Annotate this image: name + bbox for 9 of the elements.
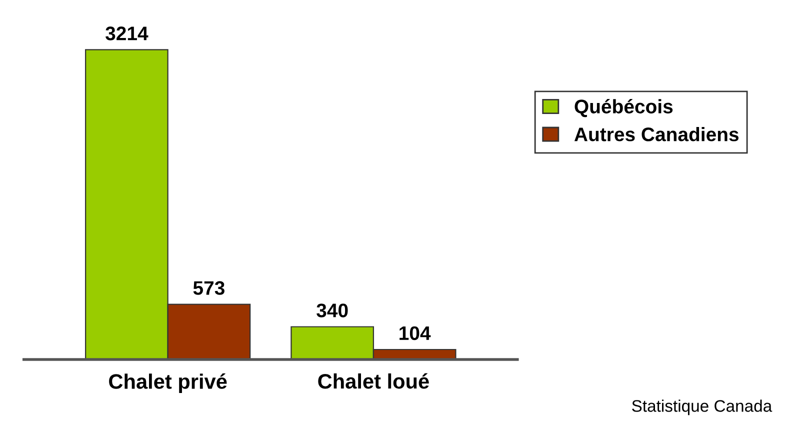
data-label: 3214 <box>106 26 148 40</box>
text: Statistique Canada <box>632 400 772 416</box>
data-label: 340 <box>316 304 348 318</box>
x-tick-label: Chalet privé <box>109 373 227 394</box>
data-label: 573 <box>193 281 224 295</box>
legend-label: Québécois <box>574 98 673 118</box>
legend-label: Autres Canadiens <box>574 127 738 142</box>
data-label: 104 <box>400 326 431 340</box>
x-tick-label: Chalet loué <box>318 373 429 389</box>
